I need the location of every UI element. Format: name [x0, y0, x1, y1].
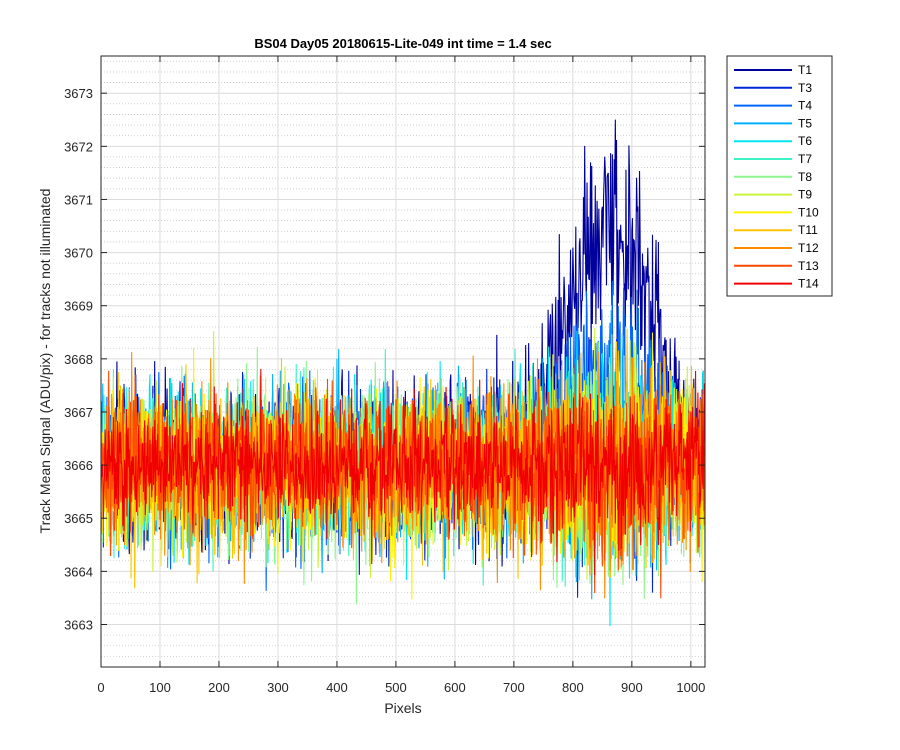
series-lines	[101, 119, 705, 626]
legend: T1 T3 T4 T5 T6 T7 T8 T9 T10 T11 T12 T13 T14	[726, 55, 833, 297]
y-tick-label: 3663	[64, 617, 93, 632]
legend-label-t9: T9	[798, 188, 812, 202]
legend-label-t11: T11	[798, 223, 818, 237]
legend-label-t5: T5	[798, 116, 812, 130]
y-axis-label: Track Mean Signal (ADU/pix) - for tracks…	[37, 189, 53, 534]
x-tick-label: 700	[503, 680, 525, 695]
x-axis-label: Pixels	[384, 700, 421, 716]
x-tick-label: 100	[149, 680, 171, 695]
chart-title: BS04 Day05 20180615-Lite-049 int time = …	[254, 36, 551, 51]
y-tick-label: 3667	[64, 405, 93, 420]
y-tick-label: 3671	[64, 192, 93, 207]
y-axis-ticks: 3663 3664 3665 3666 3667 3668 3669 3670 3671 3672…	[64, 86, 705, 632]
y-tick-label: 3670	[64, 246, 93, 261]
x-tick-label: 0	[97, 680, 104, 695]
series-line-t14	[101, 368, 705, 576]
x-axis-ticks: 0 100 200 300 400 500 600 700 800 900 1000	[97, 56, 705, 695]
y-tick-label: 3668	[64, 352, 93, 367]
x-tick-label: 1000	[676, 680, 705, 695]
x-tick-label: 600	[444, 680, 466, 695]
y-tick-label: 3669	[64, 299, 93, 314]
y-tick-label: 3666	[64, 458, 93, 473]
x-tick-label: 400	[326, 680, 348, 695]
legend-label-t6: T6	[798, 134, 812, 148]
legend-label-t7: T7	[798, 152, 812, 166]
y-tick-label: 3672	[64, 139, 93, 154]
legend-label-t13: T13	[798, 259, 819, 273]
axes-frame	[100, 55, 706, 668]
legend-label-t8: T8	[798, 170, 812, 184]
x-tick-label: 900	[621, 680, 643, 695]
y-tick-label: 3673	[64, 86, 93, 101]
y-tick-label: 3665	[64, 511, 93, 526]
x-tick-label: 300	[267, 680, 289, 695]
x-tick-label: 800	[562, 680, 584, 695]
legend-label-t3: T3	[798, 81, 812, 95]
legend-label-t14: T14	[798, 277, 819, 291]
x-tick-label: 200	[208, 680, 230, 695]
legend-label-t10: T10	[798, 205, 819, 219]
y-tick-label: 3664	[64, 564, 93, 579]
legend-label-t12: T12	[798, 241, 819, 255]
plot-area: 0 100 200 300 400 500 600 700 800 900 1000 3663366…	[64, 55, 706, 695]
legend-label-t1: T1	[798, 63, 812, 77]
x-tick-label: 500	[385, 680, 407, 695]
legend-label-t4: T4	[798, 99, 812, 113]
